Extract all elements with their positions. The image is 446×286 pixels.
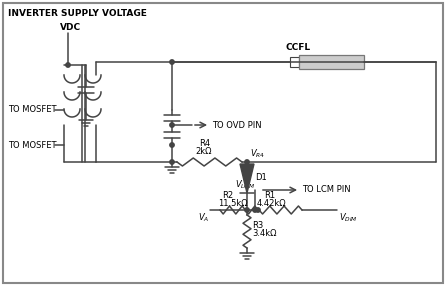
Polygon shape: [240, 164, 254, 193]
Circle shape: [170, 160, 174, 164]
Text: 3.4kΩ: 3.4kΩ: [252, 229, 277, 239]
Text: INVERTER SUPPLY VOLTAGE: INVERTER SUPPLY VOLTAGE: [8, 9, 147, 19]
Text: VDC: VDC: [60, 23, 81, 33]
Text: R3: R3: [252, 221, 263, 229]
Circle shape: [66, 63, 70, 67]
Circle shape: [253, 208, 257, 212]
Text: R1: R1: [264, 192, 275, 200]
Text: $V_A$: $V_A$: [198, 212, 209, 224]
Text: TO OVD PIN: TO OVD PIN: [212, 120, 262, 130]
Circle shape: [245, 160, 249, 164]
Circle shape: [245, 208, 249, 212]
Circle shape: [170, 123, 174, 127]
Bar: [290, 57, 299, 67]
Circle shape: [170, 143, 174, 147]
Bar: [299, 55, 364, 69]
Text: TO MOSFET: TO MOSFET: [8, 106, 57, 114]
Text: 11.5kΩ: 11.5kΩ: [218, 198, 248, 208]
Text: TO LCM PIN: TO LCM PIN: [302, 186, 351, 194]
Text: CCFL: CCFL: [285, 43, 310, 53]
Circle shape: [256, 208, 260, 212]
Text: 4.42kΩ: 4.42kΩ: [257, 198, 287, 208]
Text: TO MOSFET: TO MOSFET: [8, 140, 57, 150]
Text: $V_{DIM}$: $V_{DIM}$: [339, 212, 358, 224]
Text: R4: R4: [199, 140, 210, 148]
Text: $V_{LCM}$: $V_{LCM}$: [235, 179, 255, 191]
Text: R2: R2: [222, 192, 233, 200]
Text: D1: D1: [255, 174, 267, 182]
Text: $V_{R4}$: $V_{R4}$: [250, 148, 265, 160]
Text: 2kΩ: 2kΩ: [195, 148, 211, 156]
Circle shape: [170, 60, 174, 64]
